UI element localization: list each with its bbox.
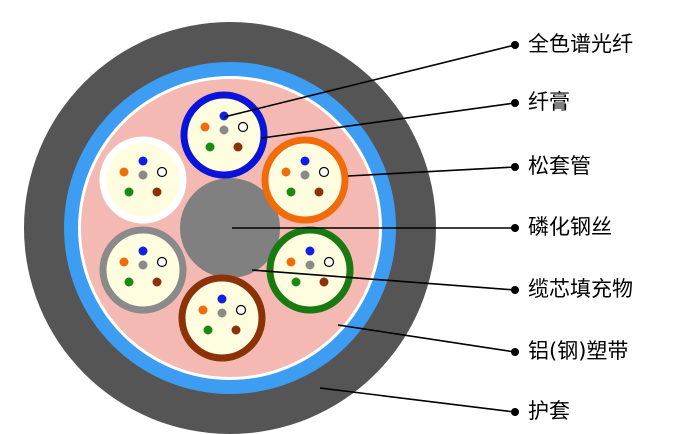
fiber <box>217 308 227 318</box>
fiber <box>219 111 229 121</box>
leader-line <box>337 324 516 353</box>
fiber <box>119 167 129 177</box>
leader-dot <box>511 348 519 356</box>
fiber <box>281 167 291 177</box>
fiber <box>286 257 296 267</box>
leader-line <box>347 166 516 177</box>
leader-line <box>319 387 516 413</box>
steel-wire <box>180 178 280 278</box>
leader-dot <box>511 408 519 416</box>
fiber <box>314 187 324 197</box>
fiber <box>156 166 168 178</box>
fiber <box>231 325 241 335</box>
tube <box>261 136 349 224</box>
fiber <box>203 325 213 335</box>
fiber <box>138 156 148 166</box>
fiber <box>286 187 296 197</box>
label: 磷化钢丝 <box>528 215 612 239</box>
tube <box>266 226 354 314</box>
leaders <box>223 41 519 416</box>
label: 全色谱光纤 <box>528 32 633 56</box>
leader-line <box>251 269 516 291</box>
label: 松套管 <box>528 154 591 178</box>
leader-dot <box>511 286 519 294</box>
fiber <box>219 125 229 135</box>
fiber <box>198 305 208 315</box>
fiber <box>119 257 129 267</box>
fiber <box>291 277 301 287</box>
fiber <box>152 187 162 197</box>
fiber <box>156 256 168 268</box>
fiber <box>138 246 148 256</box>
fiber <box>217 294 227 304</box>
label: 缆芯填充物 <box>528 277 633 301</box>
fiber <box>124 277 134 287</box>
leader-dot <box>511 224 519 232</box>
tube <box>99 136 187 224</box>
loose-tubes <box>99 91 354 362</box>
tube <box>178 274 266 362</box>
fiber <box>305 260 315 270</box>
label: 护套 <box>528 399 570 423</box>
leader-dot <box>511 99 519 107</box>
fiber <box>138 260 148 270</box>
fiber <box>205 142 215 152</box>
fiber <box>233 142 243 152</box>
fiber <box>300 156 310 166</box>
fiber <box>200 122 210 132</box>
label: 铝(钢)塑带 <box>528 339 628 363</box>
label: 纤膏 <box>528 90 570 114</box>
leader-dot <box>511 41 519 49</box>
fiber <box>300 170 310 180</box>
tube <box>99 226 187 314</box>
fiber <box>323 256 335 268</box>
fiber <box>305 246 315 256</box>
leader-line <box>261 102 516 139</box>
fiber <box>138 170 148 180</box>
fiber <box>237 121 249 133</box>
fiber <box>152 277 162 287</box>
leader-line <box>223 44 516 118</box>
leader-dot <box>511 163 519 171</box>
tube <box>180 91 268 179</box>
fiber <box>319 277 329 287</box>
fiber <box>235 304 247 316</box>
fiber <box>318 166 330 178</box>
fiber <box>124 187 134 197</box>
